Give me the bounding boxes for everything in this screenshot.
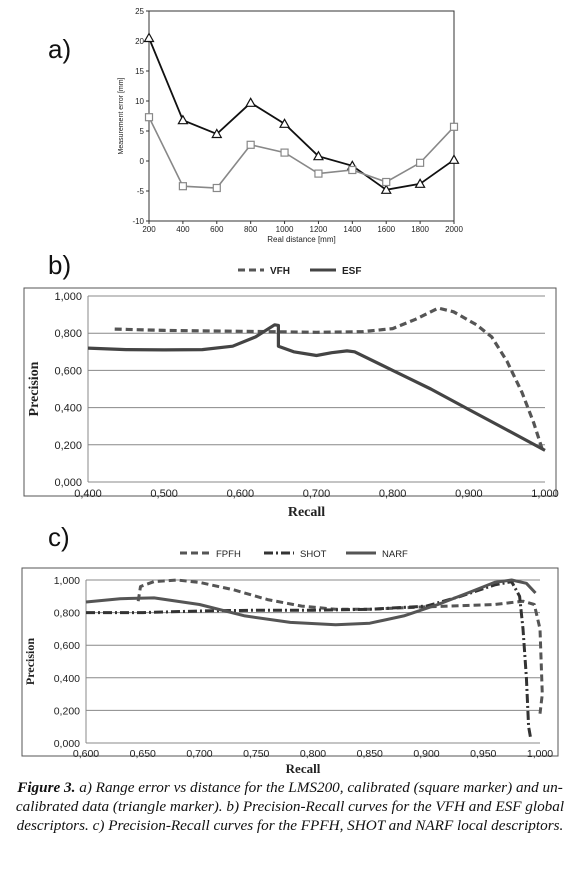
x-tick-label: 200 <box>142 225 156 234</box>
x-axis-label: Recall <box>286 761 321 776</box>
data-point-triangle <box>380 184 392 194</box>
x-tick-label: 0,400 <box>74 488 102 500</box>
x-tick-label: 1000 <box>276 225 294 234</box>
data-point-square <box>449 122 459 131</box>
x-tick-label: 0,600 <box>73 748 99 760</box>
figure-caption: Figure 3. a) Range error vs distance for… <box>10 778 570 835</box>
y-tick-label: 0,200 <box>54 705 80 717</box>
data-point-triangle <box>312 150 324 161</box>
x-tick-label: 0,800 <box>300 748 326 760</box>
y-tick-label: 0,000 <box>54 738 80 750</box>
y-tick-label: 10 <box>135 97 144 106</box>
data-point-square <box>212 183 221 193</box>
y-tick-label: -10 <box>132 217 144 226</box>
y-tick-label: -5 <box>137 187 145 196</box>
x-tick-label: 0,850 <box>357 748 383 760</box>
data-point-square <box>416 158 425 167</box>
x-tick-label: 0,700 <box>303 488 331 500</box>
y-tick-label: 0,800 <box>54 328 82 340</box>
series-line-narf <box>85 578 537 627</box>
y-tick-label: 5 <box>140 127 145 136</box>
data-point-triangle <box>143 32 155 43</box>
y-tick-label: 20 <box>135 37 144 46</box>
x-tick-label: 1,000 <box>531 488 559 500</box>
series-line-square <box>148 116 455 189</box>
data-point-triangle <box>279 118 291 128</box>
x-tick-label: 2000 <box>445 225 463 234</box>
x-tick-label: 0,650 <box>130 748 156 760</box>
x-tick-label: 1600 <box>377 225 395 234</box>
y-tick-label: 0,600 <box>54 640 80 652</box>
x-tick-label: 0,800 <box>379 488 407 500</box>
series-line-esf <box>87 323 546 452</box>
x-tick-label: 0,950 <box>470 748 496 760</box>
legend-label-narf: NARF <box>382 549 408 560</box>
data-point-triangle <box>211 128 223 139</box>
x-tick-label: 600 <box>210 225 224 234</box>
x-tick-label: 1200 <box>310 225 328 234</box>
y-axis-label: Measurement error [mm] <box>118 77 125 154</box>
series-line-vfh <box>114 306 544 449</box>
legend-label-shot: SHOT <box>300 549 327 560</box>
y-tick-label: 0,200 <box>54 440 82 452</box>
plot-frame <box>148 10 455 222</box>
panel-label-a: a) <box>48 34 72 64</box>
x-tick-label: 0,900 <box>413 748 439 760</box>
x-tick-label: 400 <box>176 225 190 234</box>
data-point-square <box>382 177 391 187</box>
data-point-square <box>348 165 357 175</box>
legend-label-vfh: VFH <box>270 266 290 277</box>
y-axis-label: Precision <box>23 638 37 685</box>
panel-label-b: b) <box>48 250 72 280</box>
x-axis-label: Real distance [mm] <box>267 235 335 244</box>
series-line-triangle <box>148 37 455 191</box>
x-tick-label: 0,900 <box>455 488 483 500</box>
y-tick-label: 0,600 <box>54 365 82 377</box>
series-line-fpfh <box>136 578 544 714</box>
caption-text: a) Range error vs distance for the LMS20… <box>15 779 565 834</box>
y-axis-label: Precision <box>27 361 42 416</box>
x-tick-label: 0,600 <box>227 488 255 500</box>
y-tick-label: 0,000 <box>54 477 82 489</box>
caption-figure-label: Figure 3. <box>17 779 76 796</box>
y-tick-label: 15 <box>135 67 144 76</box>
y-tick-label: 0,400 <box>54 673 80 685</box>
x-tick-label: 800 <box>244 225 258 234</box>
x-tick-label: 1400 <box>343 225 361 234</box>
legend-label-fpfh: FPFH <box>216 549 241 560</box>
y-tick-label: 25 <box>135 7 144 16</box>
data-point-square <box>246 140 255 149</box>
data-point-triangle <box>448 154 460 164</box>
panel-label-c: c) <box>48 522 70 552</box>
y-tick-label: 1,000 <box>54 575 80 587</box>
data-point-square <box>144 113 154 122</box>
x-tick-label: 0,700 <box>186 748 212 760</box>
chart-border <box>23 287 557 497</box>
data-point-square <box>178 182 187 191</box>
x-tick-label: 0,500 <box>150 488 178 500</box>
data-point-triangle <box>414 178 426 188</box>
x-tick-label: 1800 <box>411 225 429 234</box>
data-point-triangle <box>177 114 189 125</box>
x-tick-label: 1,000 <box>527 748 553 760</box>
x-tick-label: 0,750 <box>243 748 269 760</box>
data-point-square <box>314 169 323 178</box>
chart-border <box>21 567 559 757</box>
y-tick-label: 0,800 <box>54 608 80 620</box>
data-point-square <box>280 148 289 157</box>
y-tick-label: 0 <box>140 157 145 166</box>
x-axis-label: Recall <box>288 505 325 520</box>
legend-label-esf: ESF <box>342 266 361 277</box>
data-point-triangle <box>245 97 257 107</box>
y-tick-label: 1,000 <box>54 291 82 303</box>
y-tick-label: 0,400 <box>54 403 82 415</box>
